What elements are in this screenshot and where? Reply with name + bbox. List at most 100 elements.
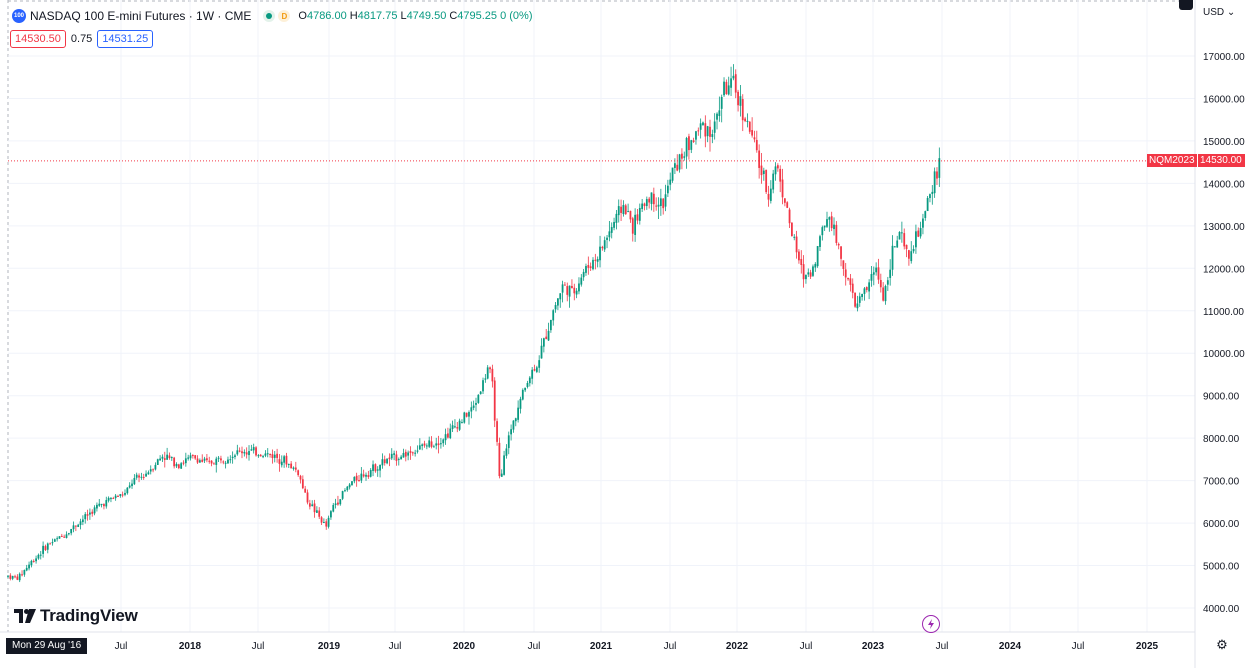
candle-body [91, 511, 94, 514]
camera-icon[interactable] [1179, 0, 1193, 10]
candle-body [933, 171, 936, 194]
candle-body [854, 292, 856, 307]
candle-body [823, 225, 826, 228]
candle-body [346, 486, 349, 491]
candle-body [56, 538, 59, 540]
candle-body [348, 484, 351, 488]
candle-body [542, 338, 545, 347]
candle-body [463, 412, 466, 423]
candle-body [297, 470, 300, 476]
tradingview-logo[interactable]: TradingView [14, 606, 138, 626]
candle-body [496, 421, 498, 442]
candle-body [861, 294, 863, 298]
candle-body [369, 470, 372, 477]
candle-body [819, 236, 821, 247]
candle-body [409, 451, 412, 453]
gear-icon[interactable]: ⚙ [1216, 637, 1228, 652]
sell-button[interactable]: 14530.50 [10, 30, 66, 48]
candle-body [620, 206, 622, 213]
symbol-logo-icon: 100 [12, 9, 26, 23]
candle-body [503, 455, 505, 475]
candle-body [662, 198, 665, 209]
candle-body [201, 459, 204, 462]
candle-body [250, 449, 253, 451]
candle-body [711, 134, 714, 137]
candle-body [456, 427, 459, 429]
candle-body [748, 121, 751, 132]
candle-body [58, 536, 61, 539]
candle-body [676, 164, 679, 171]
candle-body [554, 305, 557, 310]
candle-body [294, 467, 297, 470]
time-axis-label: Jul [115, 641, 128, 652]
candle-body [49, 543, 52, 545]
candle-body [437, 443, 440, 446]
candle-body [381, 459, 384, 466]
candle-body [486, 367, 489, 379]
candle-body [535, 367, 538, 372]
chevron-down-icon: ⌄ [1224, 7, 1236, 18]
candle-body [545, 336, 548, 340]
candle-body [924, 211, 927, 218]
candle-body [213, 463, 215, 465]
candle-body [25, 567, 28, 571]
tradingview-logo-icon [14, 609, 36, 623]
candle-body [678, 154, 681, 170]
candle-body [79, 521, 82, 525]
candle-body [507, 435, 510, 449]
candle-body [610, 227, 613, 233]
candle-body [203, 458, 206, 461]
candle-body [161, 456, 164, 459]
candle-body [222, 461, 225, 463]
candle-body [915, 231, 917, 248]
lightning-icon[interactable] [922, 615, 940, 633]
candle-body [699, 123, 702, 130]
candle-body [891, 245, 894, 270]
candle-body [175, 463, 178, 467]
candle-body [725, 81, 728, 95]
candle-body [152, 469, 154, 471]
candle-body [252, 447, 255, 451]
candle-body [7, 575, 9, 577]
candle-body [652, 193, 655, 205]
candle-body [53, 539, 56, 542]
candle-body [339, 499, 342, 505]
candle-body [170, 457, 173, 459]
time-axis-label: 2025 [1136, 641, 1159, 652]
currency-selector[interactable]: USD ⌄ [1203, 7, 1236, 18]
candle-body [533, 369, 536, 371]
time-axis-label: Jul [936, 641, 949, 652]
candle-body [798, 251, 800, 261]
candle-body [145, 473, 147, 477]
market-status[interactable]: D [263, 10, 291, 22]
candle-body [655, 205, 658, 207]
candle-body [180, 463, 183, 469]
candle-body [762, 170, 765, 175]
candle-body [454, 426, 456, 428]
candle-body [594, 259, 597, 261]
candle-body [809, 272, 812, 277]
candle-body [72, 525, 75, 530]
candle-body [606, 237, 608, 240]
candle-body [549, 319, 552, 331]
candle-body [435, 443, 438, 446]
candle-body [870, 274, 873, 281]
candle-body [220, 458, 222, 461]
candle-body [327, 517, 330, 527]
crosshair-date-label: Mon 29 Aug '16 [6, 638, 88, 654]
candle-body [402, 453, 405, 458]
candle-body [262, 456, 264, 458]
candle-body [65, 534, 68, 538]
time-axis-label: 2020 [453, 641, 476, 652]
candle-body [805, 275, 807, 280]
symbol-title[interactable]: NASDAQ 100 E-mini Futures · 1W · CME [30, 9, 252, 23]
price-axis-label: 8000.00 [1203, 434, 1240, 445]
candle-body [273, 454, 276, 458]
candle-body [568, 285, 571, 297]
candle-body [135, 474, 138, 478]
candle-body [688, 136, 690, 151]
buy-button[interactable]: 14531.25 [97, 30, 154, 48]
candle-body [117, 495, 119, 497]
candle-body [608, 231, 611, 238]
